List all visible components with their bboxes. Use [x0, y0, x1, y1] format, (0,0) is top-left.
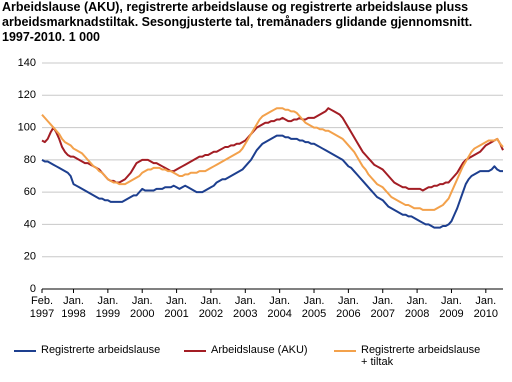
x-tick-label: Jan. 2004 [267, 295, 291, 320]
legend-label: Arbeidslause (AKU) [211, 344, 308, 356]
legend-swatch [184, 350, 206, 352]
legend-label: Registrerte arbeidslause + tiltak [361, 344, 481, 368]
x-tick-label: Jan. 2005 [302, 295, 326, 320]
series-line [41, 107, 504, 192]
x-tick-label: Jan. 2009 [439, 295, 463, 320]
y-tick-label: 100 [18, 121, 36, 133]
series-line [41, 134, 503, 229]
legend-swatch [334, 350, 356, 352]
x-tick-label: Jan. 2010 [474, 295, 498, 320]
y-tick-label: 140 [18, 57, 36, 69]
legend-label: Registrerte arbeidslause [41, 344, 161, 356]
x-tick-label: Jan. 1998 [61, 295, 85, 320]
legend-item: Arbeidslause (AKU) [184, 344, 334, 368]
x-tick-label: Jan. 1999 [96, 295, 120, 320]
x-tick-label: Jan. 2002 [199, 295, 223, 320]
x-tick-label: Jan. 2006 [336, 295, 360, 320]
x-tick-label: Jan. 2003 [233, 295, 257, 320]
legend: Registrerte arbeidslause Arbeidslause (AK… [14, 344, 510, 368]
x-tick-label: Jan. 2000 [130, 295, 154, 320]
x-tick-label: Feb. 1997 [30, 295, 54, 320]
chart-title: Arbeidslause (AKU), registrerte arbeidsl… [2, 0, 473, 44]
y-tick-label: 80 [24, 154, 36, 166]
y-tick-label: 20 [24, 251, 36, 263]
legend-item: Registrerte arbeidslause [14, 344, 184, 368]
x-tick-label: Jan. 2008 [405, 295, 429, 320]
legend-swatch [14, 350, 36, 352]
x-tick-label: Jan. 2001 [164, 295, 188, 320]
y-tick-label: 0 [30, 283, 36, 295]
y-tick-label: 60 [24, 186, 36, 198]
legend-item: Registrerte arbeidslause + tiltak [334, 344, 494, 368]
series-line [41, 107, 504, 211]
y-tick-label: 120 [18, 89, 36, 101]
y-tick-label: 40 [24, 218, 36, 230]
x-tick-label: Jan. 2007 [370, 295, 394, 320]
